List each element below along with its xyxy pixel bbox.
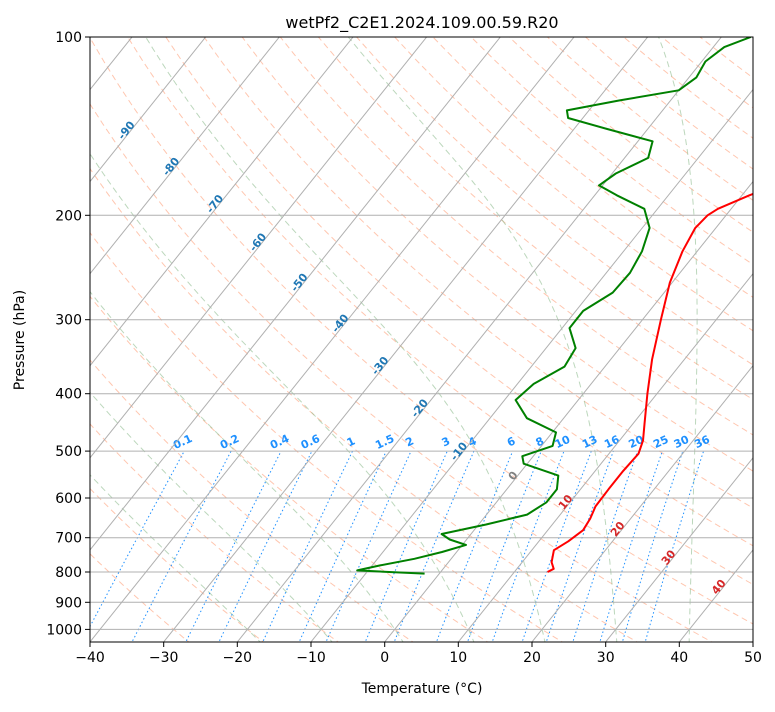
y-tick-label: 800 bbox=[55, 565, 82, 581]
x-tick-label: −20 bbox=[223, 650, 253, 666]
y-tick-label: 500 bbox=[55, 444, 82, 460]
x-tick-label: −10 bbox=[296, 650, 326, 666]
y-tick-label: 600 bbox=[55, 491, 82, 507]
y-tick-label: 400 bbox=[55, 387, 82, 403]
x-tick-label: −40 bbox=[75, 650, 105, 666]
x-tick-label: 0 bbox=[380, 650, 389, 666]
x-tick-label: 40 bbox=[670, 650, 688, 666]
y-tick-label: 900 bbox=[55, 595, 82, 611]
x-tick-label: 10 bbox=[449, 650, 467, 666]
y-tick-label: 100 bbox=[55, 30, 82, 46]
x-tick-label: 50 bbox=[744, 650, 762, 666]
chart-title: wetPf2_C2E1.2024.109.00.59.R20 bbox=[285, 13, 558, 33]
x-tick-label: 30 bbox=[597, 650, 615, 666]
y-tick-label: 200 bbox=[55, 208, 82, 224]
y-tick-label: 700 bbox=[55, 531, 82, 547]
x-axis-label: Temperature (°C) bbox=[361, 681, 483, 697]
y-axis-label: Pressure (hPa) bbox=[12, 290, 28, 390]
x-tick-label: 20 bbox=[523, 650, 541, 666]
y-tick-label: 300 bbox=[55, 313, 82, 329]
y-tick-label: 1000 bbox=[46, 622, 82, 638]
x-tick-label: −30 bbox=[149, 650, 179, 666]
